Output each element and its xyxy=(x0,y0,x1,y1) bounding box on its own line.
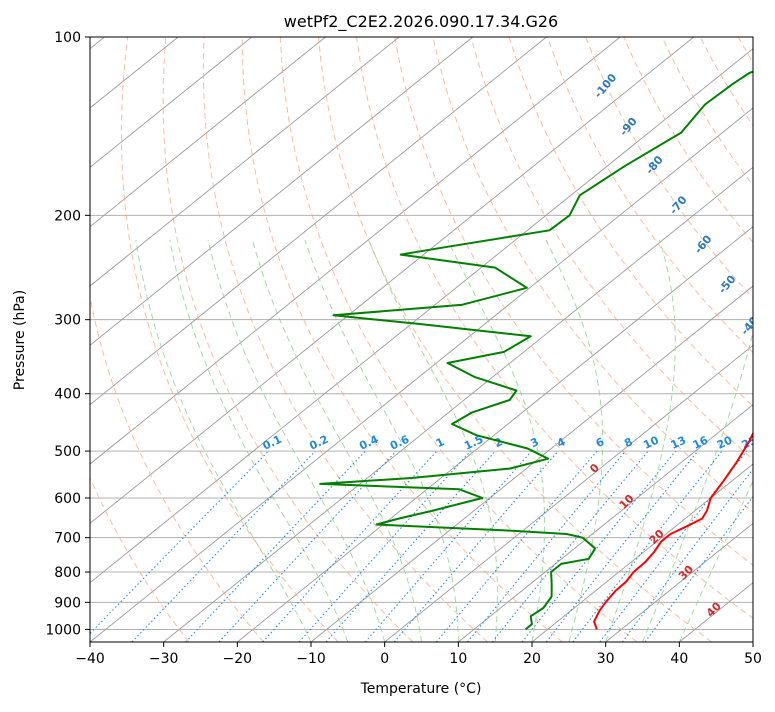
mixing-ratio-line xyxy=(491,450,649,642)
y-tick-label: 900 xyxy=(54,595,81,611)
isotherm-line xyxy=(90,37,400,287)
x-tick-label: 30 xyxy=(597,651,615,667)
moist-adiabat-line xyxy=(207,239,386,642)
moist-adiabat-line xyxy=(135,239,312,642)
axis-ticks: −40 −30 −20 −10 0 10 20 30 40 50 1000 900 800 700 600 5… xyxy=(45,30,762,667)
plot-area: 0.10.20.40.611.52346810131620253036-100-… xyxy=(90,37,759,642)
dewpoint-profile-line xyxy=(319,70,753,631)
dry-adiabat-line xyxy=(356,37,753,619)
x-tick-label: 20 xyxy=(523,651,541,667)
y-tick-label: 600 xyxy=(54,491,81,507)
mixing-ratio-label: 16 xyxy=(691,433,711,451)
mixing-ratio-line xyxy=(521,450,677,642)
dry-adiabat-line xyxy=(279,37,638,642)
y-tick-label: 800 xyxy=(54,565,81,581)
isotherm-line xyxy=(90,37,695,524)
isotherm-line xyxy=(90,107,753,642)
y-tick-label: 200 xyxy=(54,208,81,224)
x-tick-label: 40 xyxy=(670,651,688,667)
isotherm-line xyxy=(384,344,753,642)
x-tick-label: 0 xyxy=(380,651,389,667)
x-tick-label: −40 xyxy=(75,651,105,667)
mixing-ratio-line xyxy=(325,450,496,642)
moist-adiabat-line xyxy=(169,239,349,642)
isotherm-line xyxy=(90,37,547,406)
dry-adiabat-line xyxy=(394,37,753,566)
mixing-ratio-label: 10 xyxy=(641,433,661,451)
y-tick-label: 400 xyxy=(54,387,81,403)
y-tick-label: 300 xyxy=(54,313,81,329)
mixing-ratio-line xyxy=(298,450,472,642)
dry-adiabat-line xyxy=(202,37,488,642)
moist-adiabat-line xyxy=(251,239,422,642)
isotherm-line xyxy=(531,463,753,642)
mixing-ratio-line xyxy=(644,495,753,642)
moist-adiabat-line xyxy=(368,239,498,642)
x-tick-label: −20 xyxy=(223,651,253,667)
y-tick-label: 500 xyxy=(54,444,81,460)
dry-adiabat-line xyxy=(162,37,414,642)
mixing-ratio-line xyxy=(90,450,269,635)
moist-adiabat-line xyxy=(605,239,676,642)
isotherm-line xyxy=(605,522,753,642)
mixing-ratio-line xyxy=(218,450,397,642)
mixing-ratio-line xyxy=(435,450,598,642)
moist-adiabat-line xyxy=(304,239,459,642)
dry-adiabat-line xyxy=(121,37,339,642)
isotherm-line xyxy=(458,404,753,642)
y-tick-label: 1000 xyxy=(45,622,81,638)
dry-adiabat-line xyxy=(90,294,264,642)
mixing-ratio-label: 25 xyxy=(740,434,759,452)
mixing-ratio-line xyxy=(185,450,366,642)
isotherm-line xyxy=(90,37,474,346)
dry-adiabat-line xyxy=(318,37,713,642)
isotherm-line xyxy=(90,37,253,168)
isotherm-line xyxy=(163,166,753,642)
dry-adiabat-line xyxy=(432,37,753,513)
mixing-ratio-line xyxy=(621,468,753,642)
plot-frame xyxy=(89,36,754,643)
moist-adiabat-line xyxy=(642,330,753,642)
mixing-ratio-line xyxy=(262,450,438,642)
dry-adiabat-line xyxy=(241,37,563,642)
mixing-ratio-line xyxy=(131,450,316,642)
mixing-ratio-line xyxy=(599,450,748,642)
x-tick-label: 10 xyxy=(449,651,467,667)
x-tick-label: 50 xyxy=(744,651,762,667)
x-tick-label: −10 xyxy=(296,651,326,667)
moist-adiabat-line xyxy=(545,239,604,642)
isotherm-line xyxy=(90,37,326,228)
mixing-ratio-line xyxy=(467,450,626,642)
isotherm-line xyxy=(90,48,753,584)
y-tick-label: 100 xyxy=(54,30,81,46)
chart-title: wetPf2_C2E2.2026.090.17.34.G26 xyxy=(284,12,558,32)
dry-adiabat-line xyxy=(90,476,190,642)
y-tick-label: 700 xyxy=(54,531,81,547)
x-axis-label: Temperature (°C) xyxy=(360,681,482,697)
y-axis-label: Pressure (hPa) xyxy=(12,290,28,390)
moist-adiabat-line xyxy=(678,479,753,642)
x-tick-label: −30 xyxy=(149,651,179,667)
temperature-profile-line xyxy=(593,431,753,630)
isotherm-line xyxy=(237,226,753,642)
mixing-ratio-label: 13 xyxy=(669,434,688,452)
mixing-ratio-label: 20 xyxy=(715,433,735,451)
isotherm-line xyxy=(90,37,621,465)
